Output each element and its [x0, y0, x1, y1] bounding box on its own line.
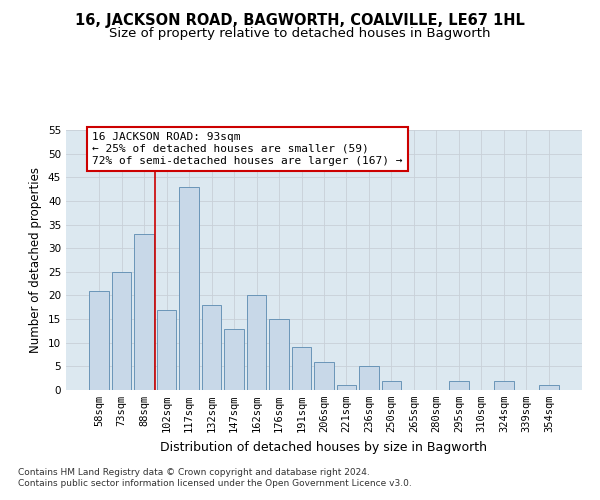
Bar	[359, 366, 379, 390]
Text: Size of property relative to detached houses in Bagworth: Size of property relative to detached ho…	[109, 28, 491, 40]
Bar	[157, 310, 176, 390]
Text: Contains HM Land Registry data © Crown copyright and database right 2024.
Contai: Contains HM Land Registry data © Crown c…	[18, 468, 412, 487]
Bar	[112, 272, 131, 390]
Bar	[134, 234, 154, 390]
Text: 16 JACKSON ROAD: 93sqm
← 25% of detached houses are smaller (59)
72% of semi-det: 16 JACKSON ROAD: 93sqm ← 25% of detached…	[92, 132, 403, 166]
Bar	[89, 290, 109, 390]
Bar	[224, 328, 244, 390]
Bar	[494, 380, 514, 390]
Bar	[449, 380, 469, 390]
Y-axis label: Number of detached properties: Number of detached properties	[29, 167, 43, 353]
Bar	[269, 319, 289, 390]
Bar	[337, 386, 356, 390]
Bar	[247, 296, 266, 390]
Bar	[179, 186, 199, 390]
X-axis label: Distribution of detached houses by size in Bagworth: Distribution of detached houses by size …	[161, 440, 487, 454]
Bar	[292, 348, 311, 390]
Bar	[382, 380, 401, 390]
Bar	[539, 386, 559, 390]
Bar	[202, 305, 221, 390]
Text: 16, JACKSON ROAD, BAGWORTH, COALVILLE, LE67 1HL: 16, JACKSON ROAD, BAGWORTH, COALVILLE, L…	[75, 12, 525, 28]
Bar	[314, 362, 334, 390]
